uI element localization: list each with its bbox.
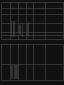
Bar: [1, 44, 63, 80]
Bar: [22, 23, 23, 37]
Bar: [15, 65, 16, 79]
Bar: [14, 65, 15, 79]
Bar: [14, 21, 15, 37]
Bar: [16, 65, 17, 79]
Bar: [11, 65, 12, 79]
Bar: [13, 21, 14, 37]
Bar: [20, 24, 21, 36]
Bar: [12, 65, 13, 79]
Bar: [11, 21, 12, 37]
Bar: [28, 22, 29, 37]
Bar: [17, 65, 18, 79]
Bar: [19, 25, 20, 34]
Bar: [1, 2, 63, 39]
Bar: [27, 23, 28, 36]
